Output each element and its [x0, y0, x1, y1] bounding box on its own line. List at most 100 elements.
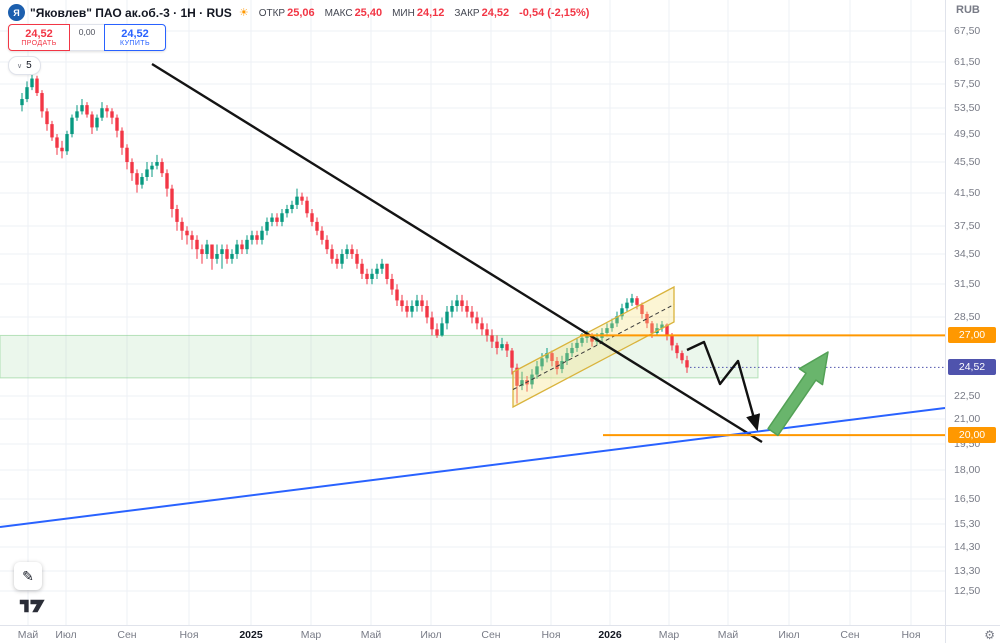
- ohlc-low: МИН 24,12: [392, 6, 445, 19]
- candle-body: [670, 335, 674, 346]
- bullish-arrow[interactable]: [767, 351, 829, 437]
- price-tick-label: 21,00: [954, 413, 981, 425]
- candle-body: [490, 335, 494, 342]
- time-tick-label: Сен: [481, 629, 501, 641]
- candle-body: [390, 278, 394, 290]
- pill-count: 5: [26, 60, 32, 71]
- uptrend-line[interactable]: [0, 407, 945, 528]
- price-tick-label: 31,50: [954, 278, 981, 290]
- candle-body: [135, 173, 139, 185]
- gear-icon[interactable]: ⚙: [984, 628, 995, 642]
- candle-body: [545, 353, 549, 359]
- candle-body: [415, 300, 419, 307]
- candle-body: [510, 350, 514, 368]
- time-tick-label: Ноя: [179, 629, 199, 641]
- channel-midline: [512, 304, 675, 390]
- candle-body: [475, 317, 479, 324]
- candle-body: [635, 298, 639, 305]
- candle-body: [485, 329, 489, 336]
- candle-body: [425, 306, 429, 318]
- candle-body: [20, 99, 24, 106]
- time-tick-label: 2025: [239, 629, 263, 641]
- draw-tool-button[interactable]: ✎: [14, 562, 42, 590]
- candle-body: [400, 300, 404, 307]
- candle-body: [625, 302, 629, 309]
- price-tick-label: 61,50: [954, 56, 981, 68]
- tradingview-logo[interactable]: [18, 596, 50, 616]
- time-tick-label: Май: [360, 629, 382, 641]
- candle-body: [250, 235, 254, 240]
- spread-value: 0,00: [78, 27, 96, 37]
- pencil-icon: ✎: [22, 567, 34, 584]
- candle-body: [430, 317, 434, 330]
- price-tick-label: 16,50: [954, 493, 981, 505]
- candle-body: [290, 204, 294, 210]
- candle-body: [120, 130, 124, 148]
- symbol-legend[interactable]: Я "Яковлев" ПАО ак.об.-3 · 1H · RUS ☀ ОТ…: [8, 4, 589, 21]
- projection-zigzag-arrow[interactable]: [686, 340, 761, 432]
- candle-body: [680, 353, 684, 361]
- time-tick-label: Мар: [300, 629, 322, 641]
- candle-body: [65, 134, 69, 152]
- time-tick-label: Май: [17, 629, 39, 641]
- trade-widget: 24,52 ПРОДАТЬ 0,00 24,52 КУПИТЬ: [8, 24, 166, 51]
- candle-body: [300, 196, 304, 201]
- price-badge: 20,00: [948, 427, 996, 443]
- candle-body: [420, 300, 424, 307]
- candle-body: [115, 117, 119, 131]
- candle-body: [310, 213, 314, 222]
- symbol-title[interactable]: "Яковлев" ПАО ак.об.-3 · 1H · RUS: [30, 5, 232, 20]
- candle-body: [570, 347, 574, 354]
- price-tick-label: 14,30: [954, 541, 981, 553]
- candle-body: [515, 367, 519, 386]
- candle-body: [100, 108, 104, 118]
- time-tick-label: Сен: [117, 629, 137, 641]
- candle-body: [230, 253, 234, 259]
- chart-area[interactable]: [0, 0, 945, 625]
- candle-body: [535, 366, 539, 375]
- candle-body: [130, 162, 134, 174]
- sell-button[interactable]: 24,52 ПРОДАТЬ: [8, 24, 70, 51]
- candle-body: [355, 253, 359, 264]
- candle-body: [55, 137, 59, 148]
- candle-body: [25, 87, 29, 100]
- price-tick-label: 37,50: [954, 220, 981, 232]
- candle-body: [35, 78, 39, 94]
- time-tick-label: Ноя: [541, 629, 561, 641]
- candle-body: [580, 337, 584, 343]
- market-status-icon: ☀: [238, 7, 249, 19]
- time-tick-label: Май: [717, 629, 739, 641]
- candle-body: [105, 108, 109, 112]
- candle-body: [605, 328, 609, 333]
- legend-collapse-pill[interactable]: ∨ 5: [8, 56, 41, 75]
- candle-body: [345, 249, 349, 254]
- candle-body: [380, 263, 384, 269]
- candle-body: [470, 311, 474, 318]
- candle-body: [225, 249, 229, 259]
- support-zone[interactable]: [0, 334, 759, 379]
- symbol-logo: Я: [8, 4, 25, 21]
- candle-body: [320, 230, 324, 240]
- candle-body: [45, 111, 49, 125]
- candle-body: [145, 169, 149, 177]
- candle-body: [440, 323, 444, 336]
- price-badge: 27,00: [948, 327, 996, 343]
- candle-body: [305, 200, 309, 214]
- downtrend-line[interactable]: [151, 62, 763, 444]
- candle-body: [190, 235, 194, 240]
- time-tick-label: Июл: [55, 629, 77, 641]
- ohlc-open: ОТКР 25,06: [258, 6, 315, 19]
- buy-button[interactable]: 24,52 КУПИТЬ: [104, 24, 166, 51]
- price-tick-label: 67,50: [954, 25, 981, 37]
- candle-body: [395, 289, 399, 301]
- candle-body: [275, 217, 279, 222]
- candle-body: [285, 209, 289, 214]
- time-axis[interactable]: Май Июл Сен Ноя 2025 Мар Май Июл Сен Ноя 2026 Мар Ма…: [0, 625, 945, 643]
- candle-body: [265, 221, 269, 231]
- spread-box: 0,00: [70, 24, 104, 51]
- price-axis[interactable]: RUB 67,50 61,50 57,50 53,50 49,50 45,50 41,50 3…: [945, 0, 1000, 625]
- price-change: -0,54 (-2,15%): [519, 6, 590, 19]
- price-tick-label: 22,50: [954, 390, 981, 402]
- candle-body: [540, 358, 544, 367]
